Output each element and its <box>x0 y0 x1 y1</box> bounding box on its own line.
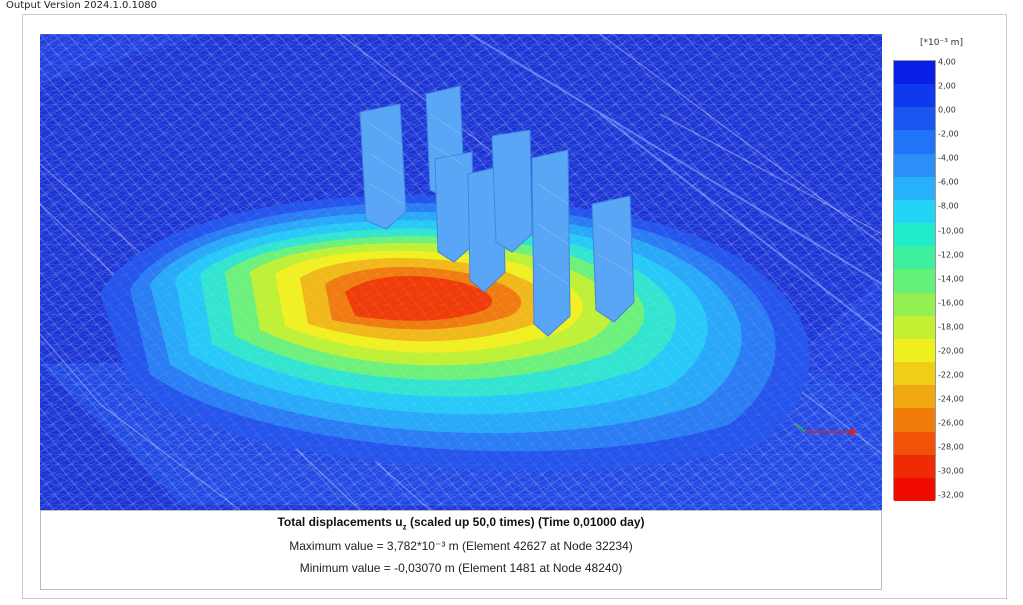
model-viewport[interactable]: · <box>40 34 882 510</box>
legend-tick-label: -12,00 <box>938 250 964 260</box>
pile-5 <box>491 129 533 253</box>
legend-tick-label: -22,00 <box>938 370 964 380</box>
version-label: Output Version 2024.1.0.1080 <box>6 0 158 11</box>
legend-tick-label: -18,00 <box>938 322 964 332</box>
pile-1 <box>359 103 407 230</box>
legend-swatch <box>894 362 935 386</box>
legend-swatch <box>894 223 935 247</box>
axis-y-icon <box>795 423 806 433</box>
pile-3 <box>434 151 475 263</box>
legend-tick-label: -6,00 <box>938 177 959 187</box>
legend-tick-label: -24,00 <box>938 394 964 404</box>
result-info-panel: Total displacements uz (scaled up 50,0 t… <box>40 510 882 590</box>
pile-7 <box>591 195 635 323</box>
result-title: Total displacements uz (scaled up 50,0 t… <box>277 515 645 532</box>
legend-tick-label: -30,00 <box>938 466 964 476</box>
legend-tick-label: -8,00 <box>938 201 959 211</box>
legend-swatch <box>894 176 935 200</box>
legend-tick-label: 0,00 <box>938 105 956 115</box>
legend-tick-label: -26,00 <box>938 418 964 428</box>
legend-tick-label: -14,00 <box>938 274 964 284</box>
legend-swatch <box>894 477 935 501</box>
pile-mesh-lines <box>369 113 633 285</box>
legend-tick-label: -16,00 <box>938 298 964 308</box>
piles <box>359 85 635 337</box>
color-legend: [*10⁻³ m] 4,00 2,00 0,00 -2,00 -4,00 -6,00 -8,… <box>888 38 988 508</box>
legend-swatch <box>894 454 935 478</box>
axis-triad: · <box>795 379 858 441</box>
legend-swatch <box>894 130 935 154</box>
legend-swatch <box>894 61 935 85</box>
legend-tick-label: -28,00 <box>938 442 964 452</box>
maximum-value-line: Maximum value = 3,782*10⁻³ m (Element 42… <box>289 539 633 554</box>
minimum-value-line: Minimum value = -0,03070 m (Element 1481… <box>299 561 623 576</box>
legend-swatch <box>894 408 935 432</box>
legend-swatch <box>894 269 935 293</box>
legend-tick-label: -32,00 <box>938 490 964 500</box>
model-render[interactable]: · <box>40 34 882 510</box>
legend-swatch <box>894 338 935 363</box>
legend-swatch <box>894 153 935 177</box>
svg-text:·: · <box>810 379 813 388</box>
legend-swatch <box>894 431 935 455</box>
axis-z-icon <box>804 431 816 441</box>
legend-color-bar <box>893 60 936 501</box>
legend-tick-label: -10,00 <box>938 226 964 236</box>
legend-tick-label: -2,00 <box>938 129 959 139</box>
legend-tick-label: -20,00 <box>938 346 964 356</box>
legend-tick-label: 2,00 <box>938 81 956 91</box>
legend-swatch <box>894 107 935 131</box>
pile-6 <box>531 149 571 337</box>
legend-swatch <box>894 246 935 270</box>
legend-swatch <box>894 84 935 108</box>
legend-unit-label: [*10⁻³ m] <box>920 38 963 48</box>
legend-swatch <box>894 315 935 339</box>
legend-tick-label: 4,00 <box>938 57 956 67</box>
legend-swatch <box>894 292 935 316</box>
legend-swatch <box>894 199 935 224</box>
legend-tick-label: -4,00 <box>938 153 959 163</box>
legend-swatch <box>894 385 935 409</box>
